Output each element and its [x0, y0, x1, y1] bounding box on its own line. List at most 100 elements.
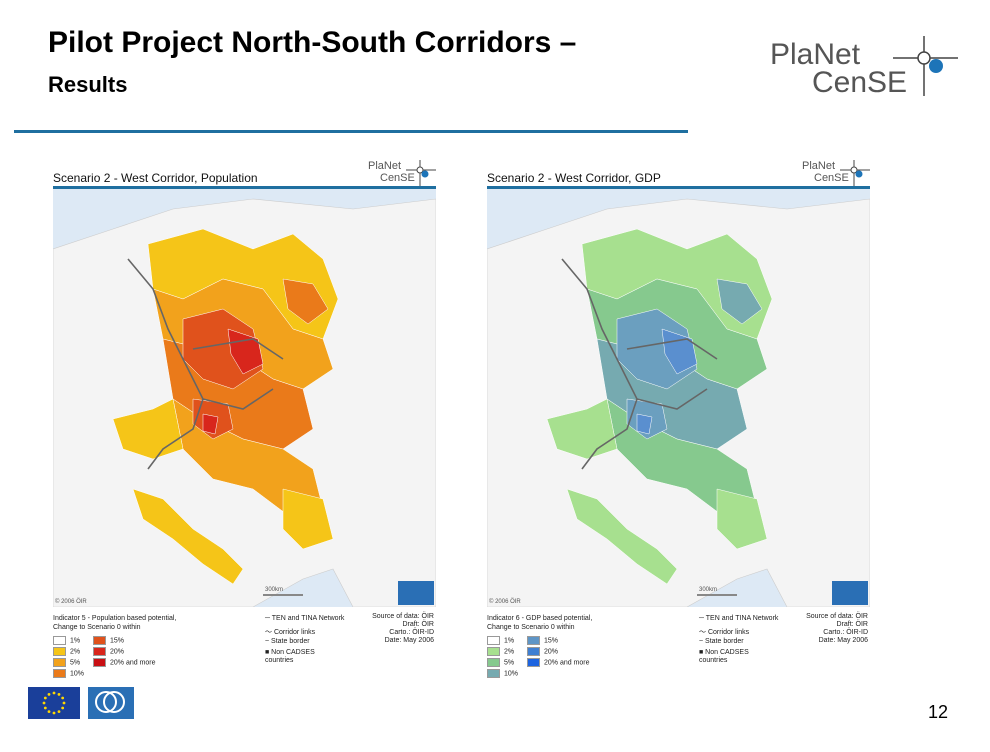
slide-subtitle: Results: [48, 72, 128, 97]
logo-text-bottom: CenSE: [812, 66, 908, 99]
legend-swatch: [487, 658, 500, 667]
corridor-links: [127, 258, 284, 470]
legend-label: 2%: [504, 648, 515, 656]
map-region: [716, 278, 763, 325]
legend-class: 20% and more: [93, 658, 156, 667]
gdp-map: 300km © 2006 ÖIR: [487, 189, 870, 607]
legend-reference: ~ State border: [699, 638, 744, 645]
legend-class: 10%: [53, 669, 84, 678]
legend-class: 1%: [487, 636, 514, 645]
legend-swatch: [93, 636, 106, 645]
legend-label: 20% and more: [544, 659, 590, 667]
scale-bar: [263, 594, 303, 596]
legend-reference: 〜 Corridor links: [265, 629, 316, 636]
cadses-logo-icon: [88, 687, 134, 719]
map-panel-population: Scenario 2 - West Corridor, Population P…: [53, 155, 438, 680]
legend-class: 5%: [53, 658, 80, 667]
legend-class: 2%: [53, 647, 80, 656]
legend-swatch: [527, 636, 540, 645]
crosshair-icon: [406, 160, 436, 186]
population-map: 300km © 2006 ÖIR: [53, 189, 436, 607]
corridor-links: [561, 258, 718, 470]
legend-label: 5%: [70, 659, 81, 667]
map-title: Scenario 2 - West Corridor, GDP: [487, 171, 661, 185]
copyright-label: © 2006 ÖIR: [489, 598, 521, 605]
map-region: [282, 278, 329, 325]
map-region: [112, 398, 184, 460]
data-source: Source of data: ÖIR Draft: ÖIR Carto.: ÖIR…: [806, 613, 868, 644]
legend-swatch: [53, 647, 66, 656]
legend-swatch: [487, 669, 500, 678]
map-legend: Indicator 5 - Population based potential…: [53, 611, 436, 681]
legend-reference: ■ Non CADSES: [699, 649, 749, 656]
legend-swatch: [53, 669, 66, 678]
legend-label: 15%: [110, 637, 125, 645]
legend-label: 15%: [544, 637, 559, 645]
scale-label: 300km: [265, 587, 283, 593]
legend-reference: 〜 Corridor links: [699, 629, 750, 636]
panel-logo-bottom: CenSE: [814, 172, 849, 184]
eu-emblem-icon: [832, 581, 868, 605]
legend-class: 10%: [487, 669, 518, 678]
legend-reference: ─ TEN and TINA Network: [265, 615, 345, 622]
title-rule: [14, 130, 688, 133]
eu-flag-icon: [28, 687, 80, 719]
map-legend: Indicator 6 - GDP based potential, Change…: [487, 611, 870, 681]
legend-swatch: [53, 636, 66, 645]
legend-swatch: [487, 636, 500, 645]
copyright-label: © 2006 ÖIR: [55, 598, 87, 605]
legend-reference: ■ Non CADSES: [265, 649, 315, 656]
panel-logo: PlaNet CenSE: [358, 160, 438, 190]
eu-emblem-icon: [398, 581, 434, 605]
legend-reference: countries: [699, 657, 728, 664]
legend-class: 5%: [487, 658, 514, 667]
map-region: [282, 488, 334, 550]
legend-label: 20% and more: [110, 659, 156, 667]
crosshair-icon: [893, 36, 958, 96]
legend-label: 1%: [70, 637, 81, 645]
legend-swatch: [93, 658, 106, 667]
map-region: [202, 413, 219, 435]
legend-class: 20%: [93, 647, 124, 656]
legend-class: 15%: [93, 636, 124, 645]
legend-label: 1%: [504, 637, 515, 645]
legend-reference: ~ State border: [265, 638, 310, 645]
panel-logo-top: PlaNet: [368, 160, 402, 172]
panel-logo-bottom: CenSE: [380, 172, 415, 184]
legend-heading: Indicator 6 - GDP based potential, Change…: [487, 615, 593, 631]
scale-bar: [697, 594, 737, 596]
legend-class: 20%: [527, 647, 558, 656]
legend-class: 20% and more: [527, 658, 590, 667]
legend-swatch: [93, 647, 106, 656]
legend-class: 15%: [527, 636, 558, 645]
planet-cense-logo: PlaNet CenSE: [770, 36, 965, 106]
legend-swatch: [487, 647, 500, 656]
legend-label: 20%: [110, 648, 125, 656]
legend-reference: ─ TEN and TINA Network: [699, 615, 779, 622]
panel-logo: PlaNet CenSE: [792, 160, 872, 190]
map-region: [566, 488, 678, 585]
logo-text-top: PlaNet: [770, 38, 861, 71]
legend-label: 20%: [544, 648, 559, 656]
legend-label: 10%: [504, 670, 519, 678]
crosshair-icon: [840, 160, 870, 186]
legend-swatch: [527, 647, 540, 656]
legend-reference: countries: [265, 657, 294, 664]
map-region: [636, 413, 653, 435]
slide-title: Pilot Project North-South Corridors –: [48, 26, 577, 59]
map-region: [132, 488, 244, 585]
legend-swatch: [53, 658, 66, 667]
legend-label: 2%: [70, 648, 81, 656]
legend-class: 2%: [487, 647, 514, 656]
panel-logo-top: PlaNet: [802, 160, 836, 172]
map-region: [716, 488, 768, 550]
legend-heading: Indicator 5 - Population based potential…: [53, 615, 177, 631]
legend-label: 5%: [504, 659, 515, 667]
map-region: [546, 398, 618, 460]
legend-swatch: [527, 658, 540, 667]
legend-label: 10%: [70, 670, 85, 678]
legend-class: 1%: [53, 636, 80, 645]
data-source: Source of data: ÖIR Draft: ÖIR Carto.: ÖIR…: [372, 613, 434, 644]
scale-label: 300km: [699, 587, 717, 593]
page-number: 12: [928, 702, 949, 722]
